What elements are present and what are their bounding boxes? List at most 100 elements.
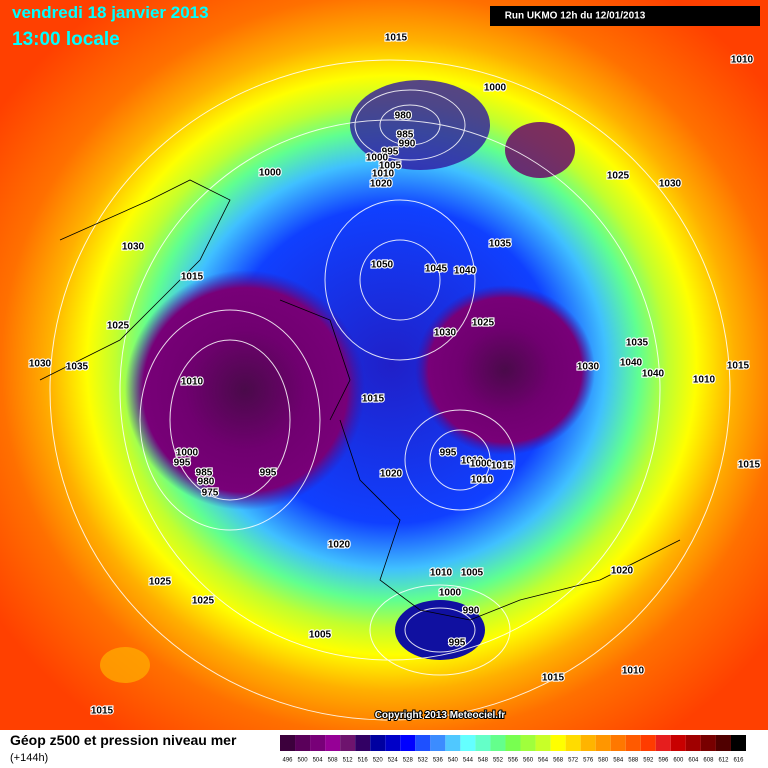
scale-swatch (595, 735, 611, 751)
isobar-label: 990 (399, 139, 416, 150)
scale-swatch (370, 735, 386, 751)
isobar-label: 1015 (181, 272, 204, 283)
coastlines (39, 179, 681, 621)
isobar-label: 995 (260, 468, 277, 479)
scale-label: 556 (508, 758, 519, 764)
scale-swatch (340, 735, 356, 751)
scale-label: 540 (448, 758, 459, 764)
isobar-label: 995 (449, 638, 466, 649)
scale-label: 516 (358, 758, 369, 764)
scale-label: 504 (313, 758, 324, 764)
scale-swatch (535, 735, 551, 751)
isobar-label: 1035 (489, 239, 512, 250)
isobar-label: 1030 (122, 242, 145, 253)
isobar-label: 1010 (461, 456, 484, 467)
isobar-label: 1030 (434, 328, 457, 339)
scale-label: 600 (673, 758, 684, 764)
scale-label: 608 (703, 758, 714, 764)
scale-label: 500 (298, 758, 309, 764)
isobar-label: 975 (202, 488, 219, 499)
scale-swatch (325, 735, 341, 751)
run-box (490, 6, 760, 26)
run-info: Run UKMO 12h du 12/01/2013 (505, 11, 646, 22)
scale-swatch (310, 735, 326, 751)
scale-swatch (355, 735, 371, 751)
isobar-label: 1030 (577, 362, 600, 373)
isobar-label: 1010 (693, 375, 716, 386)
scale-swatch (505, 735, 521, 751)
scale-swatch (490, 735, 506, 751)
scale-swatch (700, 735, 716, 751)
isobar-label: 1005 (379, 161, 402, 172)
legend-subtitle: (+144h) (10, 752, 48, 764)
scale-swatch (565, 735, 581, 751)
scale-label: 584 (613, 758, 624, 764)
legend-title: Géop z500 et pression niveau mer (10, 732, 237, 748)
scale-swatch (385, 735, 401, 751)
scale-swatch (460, 735, 476, 751)
scale-label: 560 (523, 758, 534, 764)
isobar-label: 1010 (372, 169, 395, 180)
isobar-label: 1030 (659, 179, 682, 190)
low-area (415, 285, 595, 455)
isobar-label: 1015 (542, 673, 565, 684)
scale-label: 564 (538, 758, 549, 764)
scale-label: 536 (433, 758, 444, 764)
isobar-label: 990 (463, 606, 480, 617)
scale-swatch (445, 735, 461, 751)
isobar-label: 1020 (380, 469, 403, 480)
isobar-label: 995 (174, 458, 191, 469)
isobar-label: 1025 (472, 318, 495, 329)
isobar-label: 1000 (470, 459, 493, 470)
scale-swatch (580, 735, 596, 751)
scale-label: 512 (343, 758, 354, 764)
isobar-label: 1030 (29, 359, 52, 370)
isobar-label: 1020 (370, 179, 393, 190)
scale-swatch (550, 735, 566, 751)
scale-label: 596 (658, 758, 669, 764)
isobar-label: 1025 (607, 171, 630, 182)
scale-label: 572 (568, 758, 579, 764)
isobar-label: 1015 (738, 460, 761, 471)
scale-swatch (670, 735, 686, 751)
date-title: vendredi 18 janvier 2013 (12, 3, 209, 22)
scale-label: 604 (688, 758, 699, 764)
isobar-label: 1040 (454, 266, 477, 277)
isobar-label: 1045 (425, 264, 448, 275)
isobar-label: 1015 (362, 394, 385, 405)
low-area (505, 122, 575, 178)
scale-swatch (640, 735, 656, 751)
isobar-label: 1040 (642, 369, 665, 380)
isobar-label: 1035 (626, 338, 649, 349)
isobar-label: 1010 (622, 666, 645, 677)
isobar-label: 1025 (149, 577, 172, 588)
scale-label: 528 (403, 758, 414, 764)
isobar-label: 1015 (491, 461, 514, 472)
isobar-label: 1040 (620, 358, 643, 369)
scale-label: 548 (478, 758, 489, 764)
isobar-label: 1020 (611, 566, 634, 577)
scale-swatch (430, 735, 446, 751)
low-area (350, 80, 490, 170)
scale-label: 544 (463, 758, 474, 764)
isobar-label: 1010 (430, 568, 453, 579)
isobar-label: 1015 (385, 33, 408, 44)
scale-label: 616 (733, 758, 744, 764)
isobar-labels: 1015100010109809859909951000100510101020… (28, 32, 762, 718)
scale-swatch (295, 735, 311, 751)
scale-label: 568 (553, 758, 564, 764)
isobar-label: 985 (196, 468, 213, 479)
isobar-label: 1000 (439, 588, 462, 599)
scale-label: 496 (283, 758, 294, 764)
scale-label: 588 (628, 758, 639, 764)
isobar-label: 985 (397, 130, 414, 141)
scale-label: 580 (598, 758, 609, 764)
isobars (49, 59, 731, 721)
low-area (395, 600, 485, 660)
scale-label: 532 (418, 758, 429, 764)
scale-label: 552 (493, 758, 504, 764)
isobar-label: 1000 (176, 448, 199, 459)
scale-label: 592 (643, 758, 654, 764)
